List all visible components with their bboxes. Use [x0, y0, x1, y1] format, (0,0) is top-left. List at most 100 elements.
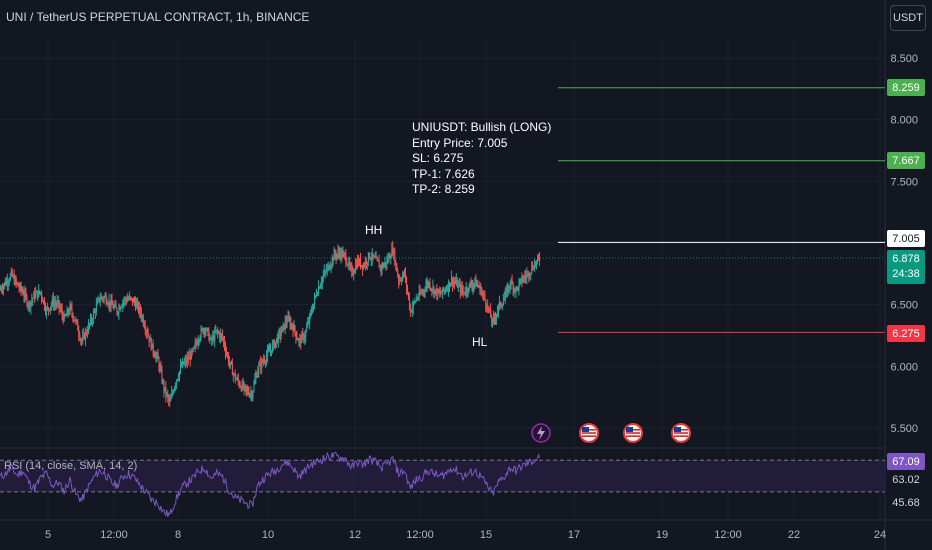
currency-button[interactable]: USDT [890, 5, 926, 31]
candle-body [37, 291, 39, 298]
candle-body [289, 319, 291, 327]
candle-body [58, 300, 60, 308]
candle-body [310, 312, 312, 315]
candle-body [390, 257, 392, 259]
candle-body [485, 299, 487, 306]
candle-body [39, 290, 41, 293]
price-tick-label: 8.500 [890, 53, 918, 65]
candle-body [290, 323, 292, 327]
candle-body [139, 306, 141, 312]
annotation-line-2: Entry Price: 7.005 [412, 135, 508, 150]
annotation-line-1: UNIUSDT: Bullish (LONG) [412, 120, 552, 134]
candle-body [500, 301, 502, 307]
candle-body [509, 285, 511, 287]
candlestick-series [0, 240, 541, 407]
candle-body [160, 367, 162, 371]
candle-body [113, 306, 115, 309]
candle-body [255, 375, 257, 380]
candle-body [230, 361, 232, 364]
candle-body [481, 292, 483, 294]
candle-body [366, 260, 368, 264]
candle-body [536, 260, 538, 265]
candle-body [510, 280, 512, 286]
candle-body [222, 335, 224, 338]
candle-body [52, 298, 54, 306]
candle-body [243, 384, 245, 389]
candle-body [109, 300, 111, 307]
candle-body [125, 298, 127, 301]
candle-body [43, 300, 45, 302]
candle-body [223, 337, 225, 342]
candle-body [482, 292, 484, 294]
candle-body [196, 343, 198, 345]
candle-body [5, 282, 7, 285]
candle-body [201, 328, 203, 330]
candle-body [269, 350, 271, 352]
candle-body [365, 260, 367, 266]
candle-body [74, 319, 76, 322]
candle-body [487, 305, 489, 309]
annotation-line-3: SL: 6.275 [412, 151, 464, 165]
candle-body [499, 301, 501, 305]
candle-body [406, 277, 408, 288]
candle-body [321, 277, 323, 283]
candle-body [351, 267, 353, 271]
candle-body [432, 286, 434, 290]
candle-body [138, 303, 140, 312]
candle-body [146, 331, 148, 335]
candle-body [169, 400, 171, 402]
lightning-icon [531, 423, 551, 443]
candle-body [24, 292, 26, 297]
candle-body [483, 293, 485, 295]
candle-body [474, 278, 476, 284]
candle-body [291, 323, 293, 327]
candle-body [157, 354, 159, 359]
candle-body [69, 304, 71, 313]
candle-body [231, 364, 233, 376]
candle-body [238, 381, 240, 386]
candle-body [285, 321, 287, 323]
candle-body [155, 355, 157, 358]
time-tick-label: 17 [568, 529, 580, 541]
candle-body [461, 286, 463, 291]
candle-body [118, 307, 120, 314]
candle-body [328, 265, 330, 270]
candle-body [526, 273, 528, 278]
candle-body [338, 251, 340, 254]
candle-body [381, 264, 383, 270]
candle-body [147, 334, 149, 337]
candle-body [520, 277, 522, 280]
candle-body [534, 263, 536, 270]
candle-body [327, 265, 329, 268]
candle-body [83, 333, 85, 337]
candle-body [13, 276, 15, 284]
candle-body [412, 302, 414, 308]
candle-body [133, 299, 135, 303]
candle-body [235, 379, 237, 381]
candle-body [296, 337, 298, 339]
candle-body [288, 317, 290, 320]
time-tick-label: 5 [45, 529, 51, 541]
candle-body [171, 393, 173, 399]
candle-body [503, 298, 505, 301]
candle-body [275, 341, 277, 348]
candle-body [273, 340, 275, 345]
candle-body [177, 378, 179, 381]
candle-body [477, 284, 479, 287]
candle-body [377, 259, 379, 262]
candle-body [371, 253, 373, 259]
candle-body [188, 355, 190, 360]
candle-body [126, 300, 128, 302]
candle-body [295, 332, 297, 338]
candle-body [475, 278, 477, 287]
candle-body [286, 321, 288, 323]
candle-body [105, 295, 107, 303]
candle-body [53, 303, 55, 306]
candle-body [396, 263, 398, 272]
candle-body [367, 252, 369, 263]
candle-body [427, 282, 429, 285]
candle-body [191, 350, 193, 352]
candle-body [435, 288, 437, 290]
candle-body [12, 276, 14, 278]
